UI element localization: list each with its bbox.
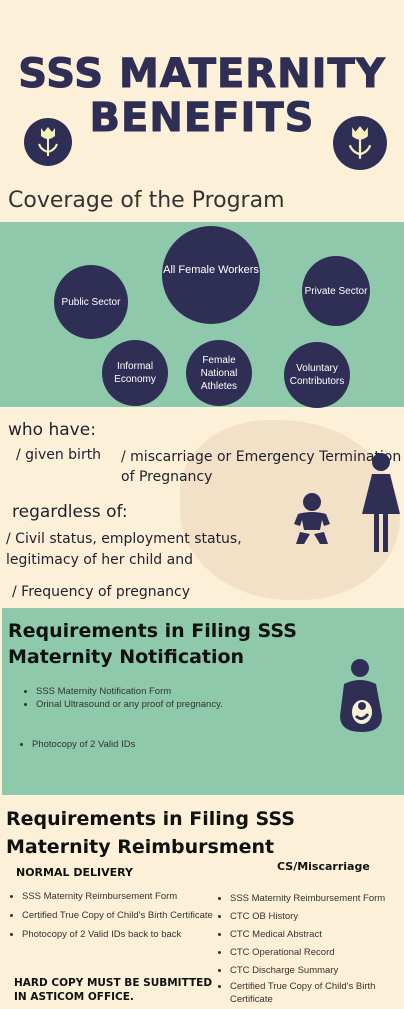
notification-band: Requirements in Filing SSS Maternity Not… (2, 608, 404, 795)
list-item: SSS Maternity Notification Form (36, 685, 236, 698)
reimbursement-heading: Requirements in Filing SSS Maternity Rei… (6, 808, 295, 858)
notification-list: SSS Maternity Notification Form Orinal U… (20, 685, 236, 711)
coverage-circle-informal-economy: Informal Economy (102, 340, 168, 406)
hard-copy-note: HARD COPY MUST BE SUBMITTED IN ASTICOM O… (14, 977, 213, 1003)
list-item: Certified True Copy of Child's Birth Cer… (22, 909, 222, 922)
tulip-badge-left (24, 118, 72, 166)
list-item: CTC Operational Record (230, 944, 404, 962)
list-item: CTC Medical Abstract (230, 926, 404, 944)
tulip-icon (38, 127, 58, 156)
coverage-circle-female-national-athletes: Female National Athletes (186, 340, 252, 406)
coverage-circle-private-sector: Private Sector (302, 256, 370, 326)
regardless-item-frequency: / Frequency of pregnancy (12, 584, 191, 600)
normal-delivery-list: SSS Maternity Reimbursement Form Certifi… (6, 890, 222, 941)
coverage-circle-all-female-workers: All Female Workers (162, 226, 260, 324)
coverage-circle-public-sector: Public Sector (54, 265, 128, 339)
baby-icon (294, 493, 330, 544)
coverage-circle-voluntary-contributors: Voluntary Contributors (284, 342, 350, 408)
list-item: Certified True Copy of Child's Birth Cer… (230, 980, 404, 1006)
regardless-item-status: / Civil status, employment status, legit… (6, 531, 242, 568)
normal-delivery-label: NORMAL DELIVERY (16, 866, 133, 879)
coverage-band: All Female Workers Public Sector Private… (0, 222, 404, 408)
list-item: CTC Discharge Summary (230, 962, 404, 980)
pregnant-woman-icon (340, 659, 382, 732)
woman-icon (362, 453, 400, 552)
coverage-heading: Coverage of the Program (8, 188, 285, 213)
tulip-icon (348, 126, 372, 159)
list-item: SSS Maternity Reimbursement Form (230, 890, 404, 908)
page-title-line1: SSS MATERNITY (18, 51, 386, 97)
notification-list-ids: Photocopy of 2 Valid IDs (16, 738, 232, 751)
list-item: Orinal Ultrasound or any proof of pregna… (36, 698, 236, 711)
cs-miscarriage-list: SSS Maternity Reimbursement Form CTC OB … (214, 890, 404, 1006)
list-item: Photocopy of 2 Valid IDs back to back (22, 928, 222, 941)
tulip-badge-right (333, 116, 387, 170)
who-have-item-given-birth: / given birth (16, 447, 102, 463)
who-have-item-miscarriage: / miscarriage or Emergency Termination o… (121, 449, 402, 485)
list-item: Photocopy of 2 Valid IDs (32, 738, 232, 751)
regardless-heading: regardless of: (12, 502, 128, 522)
cs-miscarriage-label: CS/Miscarriage (277, 860, 370, 873)
notification-heading: Requirements in Filing SSS Maternity Not… (8, 620, 297, 668)
who-have-heading: who have: (8, 420, 96, 440)
page-title-line2: BENEFITS (89, 95, 315, 141)
list-item: CTC OB History (230, 908, 404, 926)
list-item: SSS Maternity Reimbursement Form (22, 890, 222, 903)
